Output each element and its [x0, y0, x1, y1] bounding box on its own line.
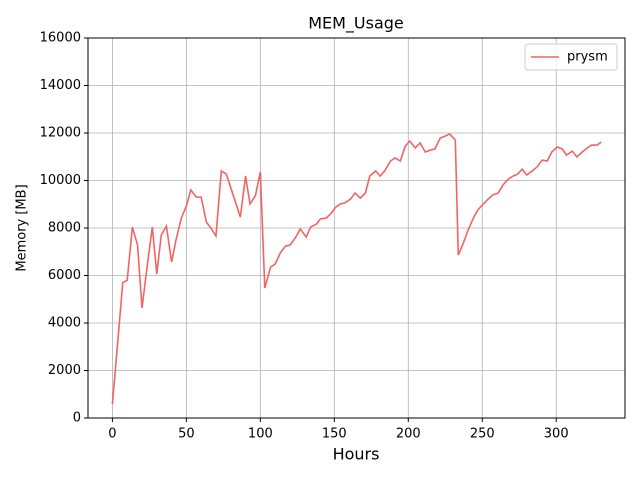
y-tick-label: 6000: [48, 268, 81, 283]
chart-title: MEM_Usage: [308, 14, 404, 34]
x-tick-label: 300: [544, 427, 569, 442]
legend: prysm: [524, 43, 618, 71]
data-line: [111, 132, 602, 405]
y-axis-label: Memory [MB]: [15, 184, 30, 271]
x-tick-label: 0: [108, 427, 116, 442]
legend-label: prysm: [567, 50, 608, 65]
y-tick-label: 10000: [40, 173, 81, 188]
y-tick-label: 14000: [40, 78, 81, 93]
x-tick-label: 150: [322, 427, 347, 442]
y-tick-label: 2000: [48, 363, 81, 378]
x-axis-label: Hours: [333, 445, 380, 464]
x-tick-label: 200: [396, 427, 421, 442]
y-tick-label: 8000: [48, 221, 81, 236]
legend-box: [524, 43, 618, 71]
plot-frame: [87, 37, 626, 419]
y-tick-label: 12000: [40, 126, 81, 141]
y-tick-label: 4000: [48, 316, 81, 331]
x-tick-label: 100: [248, 427, 273, 442]
x-tick-label: 50: [178, 427, 195, 442]
y-tick-label: 16000: [40, 31, 81, 46]
x-tick-label: 250: [470, 427, 495, 442]
y-tick-label: 0: [73, 411, 81, 426]
